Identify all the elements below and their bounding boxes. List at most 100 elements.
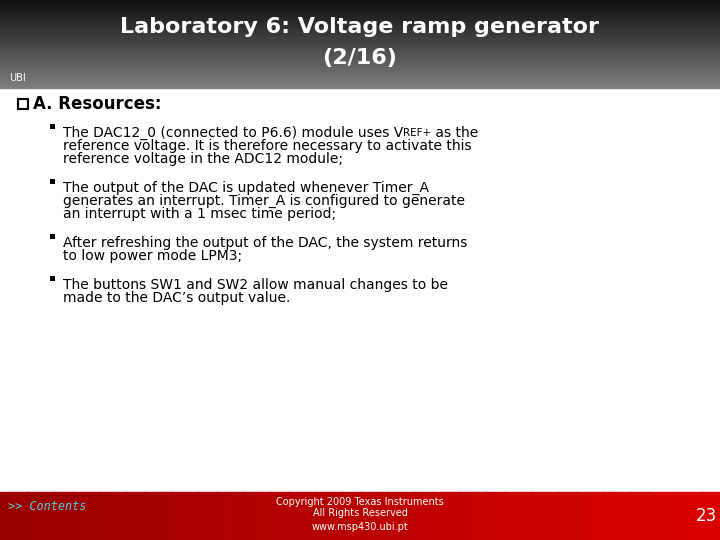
Bar <box>0 1 720 3</box>
Bar <box>0 82 720 83</box>
Bar <box>639 492 649 540</box>
Bar <box>666 492 676 540</box>
Bar <box>0 11 720 12</box>
Bar <box>144 492 154 540</box>
Bar <box>585 492 595 540</box>
Bar <box>315 492 325 540</box>
Bar <box>0 38 720 39</box>
Bar <box>0 61 720 63</box>
Bar <box>0 13 720 14</box>
Bar <box>0 77 720 78</box>
Bar <box>0 65 720 67</box>
Bar <box>189 492 199 540</box>
Bar <box>261 492 271 540</box>
Bar <box>648 492 658 540</box>
Bar <box>0 30 720 32</box>
Bar <box>288 492 298 540</box>
Bar <box>0 42 720 43</box>
Bar <box>99 492 109 540</box>
Bar <box>684 492 694 540</box>
Bar <box>0 29 720 31</box>
Bar <box>0 6 720 8</box>
Bar <box>333 492 343 540</box>
Bar <box>171 492 181 540</box>
Bar <box>18 492 28 540</box>
Bar <box>540 492 550 540</box>
Bar <box>630 492 640 540</box>
Bar <box>0 39 720 40</box>
Bar <box>360 492 370 540</box>
Bar <box>0 56 720 57</box>
Bar <box>369 492 379 540</box>
Bar <box>459 492 469 540</box>
Bar <box>0 79 720 80</box>
Bar <box>50 234 55 239</box>
Bar <box>0 52 720 53</box>
Bar <box>0 53 720 55</box>
Bar <box>117 492 127 540</box>
Bar <box>0 49 720 50</box>
Bar <box>0 25 720 26</box>
Bar <box>450 492 460 540</box>
Bar <box>0 44 720 46</box>
Bar <box>0 58 720 59</box>
Bar <box>126 492 136 540</box>
Bar <box>504 492 514 540</box>
Bar <box>477 492 487 540</box>
Bar <box>522 492 532 540</box>
Bar <box>0 1 720 2</box>
Bar <box>297 492 307 540</box>
Bar <box>0 3 720 4</box>
Bar <box>0 72 720 73</box>
Bar <box>0 16 720 18</box>
Bar <box>0 15 720 16</box>
Text: UBI: UBI <box>9 73 27 83</box>
Bar <box>0 44 720 45</box>
Text: After refreshing the output of the DAC, the system returns: After refreshing the output of the DAC, … <box>63 236 467 250</box>
Bar <box>0 71 720 72</box>
Bar <box>0 46 720 48</box>
Bar <box>279 492 289 540</box>
Bar <box>0 83 720 84</box>
Bar <box>0 51 720 53</box>
Bar <box>0 75 720 76</box>
Text: reference voltage. It is therefore necessary to activate this: reference voltage. It is therefore neces… <box>63 139 472 153</box>
Text: The buttons SW1 and SW2 allow manual changes to be: The buttons SW1 and SW2 allow manual cha… <box>63 278 448 292</box>
Bar <box>693 492 703 540</box>
Bar <box>0 5 720 7</box>
Bar <box>63 492 73 540</box>
Bar <box>0 73 720 75</box>
Bar <box>0 75 720 77</box>
Text: 23: 23 <box>696 507 716 525</box>
Bar <box>180 492 190 540</box>
Bar <box>0 2 720 4</box>
Bar <box>0 33 720 35</box>
Bar <box>135 492 145 540</box>
Bar <box>0 70 720 71</box>
Bar <box>0 34 720 35</box>
Bar <box>0 51 720 52</box>
Bar <box>675 492 685 540</box>
Bar <box>0 4 720 5</box>
Bar <box>0 20 720 21</box>
Text: REF+: REF+ <box>403 128 431 138</box>
Text: as the: as the <box>431 126 479 140</box>
Bar <box>576 492 586 540</box>
Bar <box>0 9 720 11</box>
Bar <box>0 80 720 82</box>
Bar <box>513 492 523 540</box>
Bar <box>0 24 720 25</box>
Bar <box>50 124 55 129</box>
Bar <box>0 21 720 22</box>
Bar <box>0 19 720 20</box>
Bar <box>0 36 720 37</box>
Bar <box>0 86 720 88</box>
Bar <box>0 68 720 69</box>
Bar <box>0 40 720 42</box>
Bar <box>0 28 720 29</box>
Bar <box>0 27 720 28</box>
Bar <box>558 492 568 540</box>
Text: generates an interrupt. Timer_A is configured to generate: generates an interrupt. Timer_A is confi… <box>63 194 465 208</box>
Bar <box>0 64 720 65</box>
Bar <box>216 492 226 540</box>
